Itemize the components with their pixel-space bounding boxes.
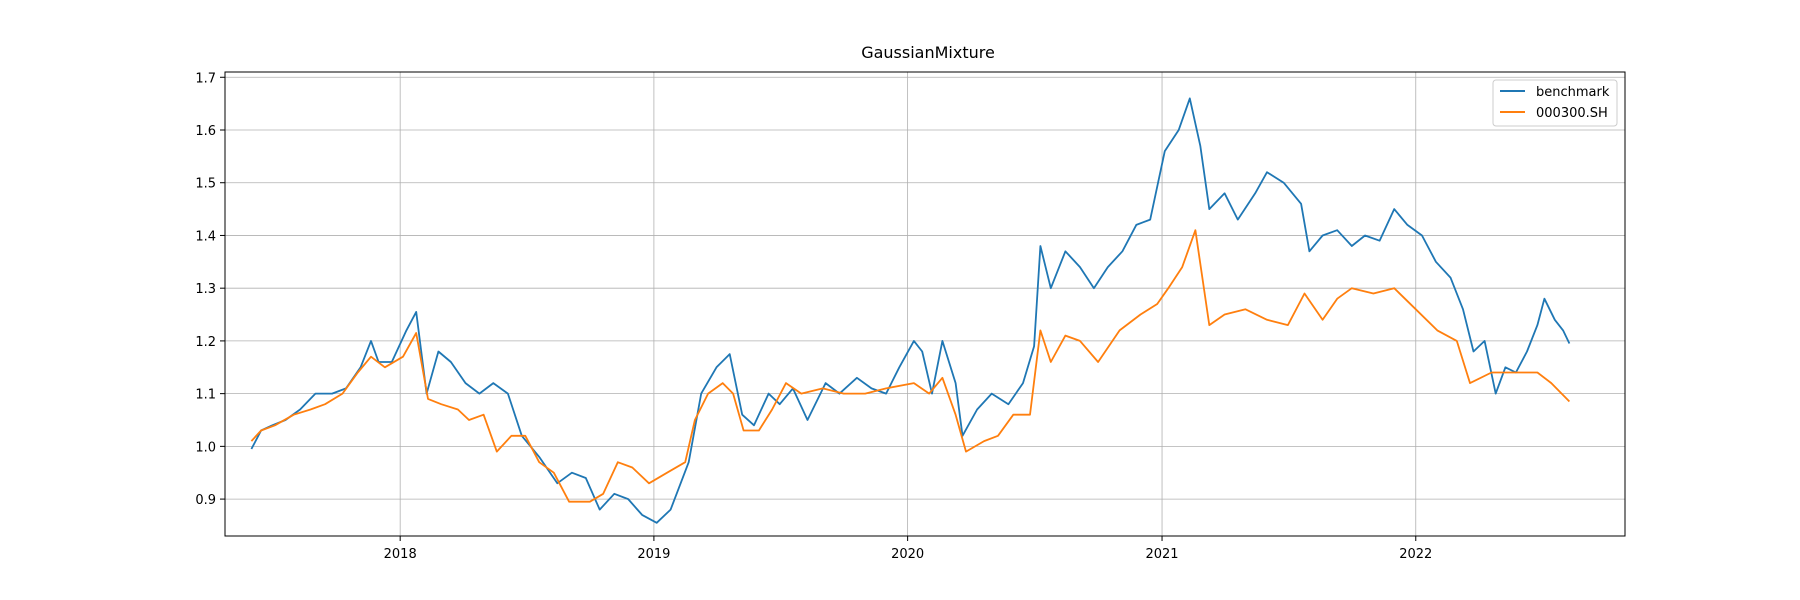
x-tick-label: 2018 bbox=[384, 547, 417, 562]
x-tick-label: 2019 bbox=[637, 547, 670, 562]
x-tick-label: 2020 bbox=[891, 547, 924, 562]
legend: benchmark 000300.SH bbox=[1492, 79, 1618, 127]
y-tick-label: 1.0 bbox=[195, 440, 216, 455]
x-axis-ticks: 2018 2019 2020 2021 2022 bbox=[384, 536, 1432, 562]
series-layer bbox=[250, 97, 1571, 524]
y-tick-label: 1.6 bbox=[195, 124, 216, 139]
legend-label-benchmark: benchmark bbox=[1536, 85, 1610, 100]
y-tick-label: 1.4 bbox=[195, 229, 216, 244]
y-axis-ticks: 0.9 1.0 1.1 1.2 1.3 1.4 1.5 1.6 1.7 bbox=[195, 71, 225, 508]
grid-layer bbox=[225, 72, 1625, 536]
y-tick-label: 1.7 bbox=[195, 71, 216, 86]
y-tick-label: 0.9 bbox=[195, 493, 216, 508]
y-tick-label: 1.1 bbox=[195, 388, 216, 403]
y-tick-label: 1.3 bbox=[195, 282, 216, 297]
series-line-benchmark bbox=[250, 97, 1571, 524]
x-tick-label: 2021 bbox=[1145, 547, 1178, 562]
x-tick-label: 2022 bbox=[1399, 547, 1432, 562]
legend-label-000300-sh: 000300.SH bbox=[1536, 106, 1608, 121]
series-line-000300-sh bbox=[250, 229, 1571, 503]
y-tick-label: 1.2 bbox=[195, 335, 216, 350]
y-tick-label: 1.5 bbox=[195, 177, 216, 192]
plot-frame bbox=[224, 71, 1626, 537]
chart-title: GaussianMixture bbox=[861, 43, 995, 62]
